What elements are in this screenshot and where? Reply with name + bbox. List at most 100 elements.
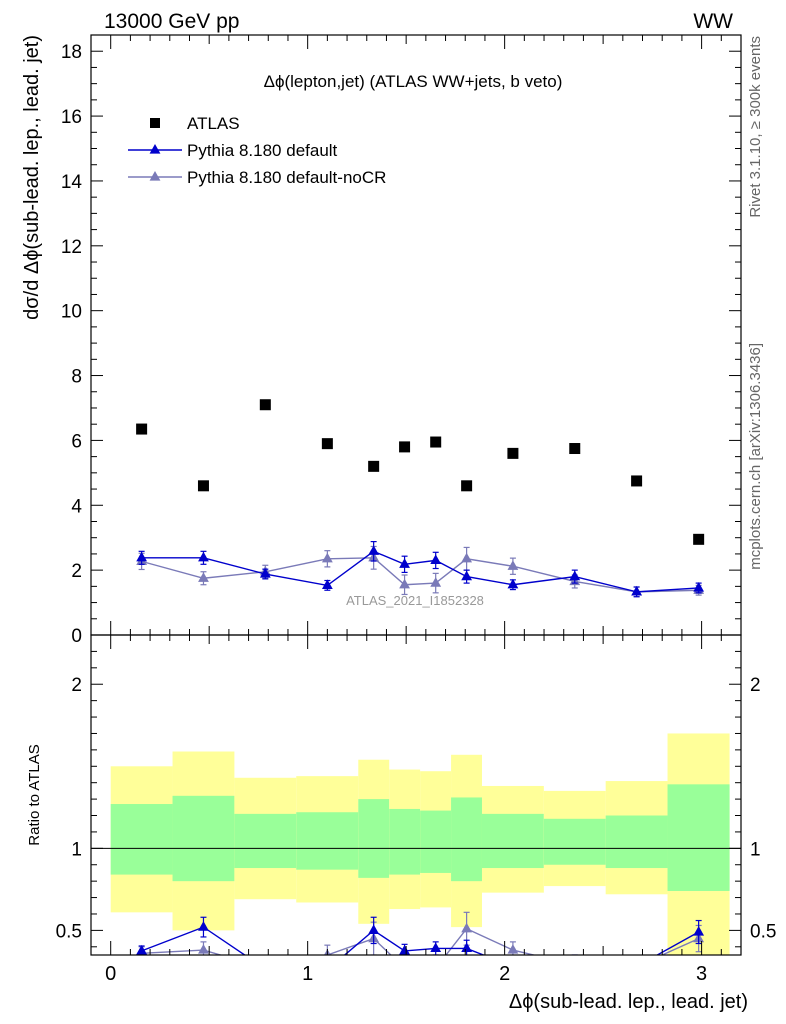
xtick-label-3: 3 [696, 963, 707, 985]
band-inner-3 [296, 812, 359, 870]
ratio-marker-2-9 [569, 959, 580, 969]
main-marker-2-7 [461, 552, 473, 563]
ratio-marker-1-4 [368, 924, 380, 934]
main-marker-2-6 [430, 577, 442, 587]
ratio-ytick-label-left-1: 1 [71, 839, 82, 860]
legend-marker-2 [149, 171, 161, 181]
band-inner-6 [420, 810, 452, 873]
ratio-marker-1-6 [430, 942, 442, 953]
atlas-point-9 [569, 443, 581, 455]
main-line-2 [141, 557, 699, 593]
xtick-label-1: 1 [302, 963, 313, 985]
ratio-marker-1-3 [322, 964, 333, 974]
legend-label-2: Pythia 8.180 default-noCR [187, 168, 386, 187]
main-marker-1-9 [569, 570, 581, 581]
y-axis-title-ratio: Ratio to ATLAS [26, 744, 43, 845]
main-ytick-label-8: 16 [61, 107, 82, 128]
atlas-point-7 [461, 480, 473, 492]
main-marker-2-1 [198, 572, 209, 582]
main-marker-2-8 [507, 560, 519, 570]
main-marker-1-6 [430, 554, 442, 565]
main-ytick-label-3: 6 [71, 431, 82, 452]
band-inner-5 [389, 808, 421, 875]
xtick-label-2: 2 [499, 963, 510, 985]
ratio-marker-1-9 [569, 956, 580, 966]
ratio-marker-1-5 [399, 944, 410, 955]
ratio-marker-1-0 [136, 944, 148, 955]
atlas-point-1 [197, 480, 209, 492]
ratio-line-2 [141, 927, 699, 955]
ratio-marker-2-6 [430, 962, 441, 972]
ratio-marker-1-10 [631, 960, 642, 970]
labels: 13000 GeV pp WW Δϕ(lepton,jet) (ATLAS WW… [21, 10, 764, 1013]
main-marker-1-8 [507, 578, 519, 589]
main-panel [136, 399, 705, 598]
band-inner-4 [358, 799, 390, 878]
main-marker-1-7 [461, 570, 473, 581]
main-ytick-label-7: 14 [61, 172, 83, 193]
main-ytick-label-9: 18 [61, 42, 82, 63]
band-inner-2 [234, 813, 297, 869]
main-series-1 [136, 540, 705, 598]
ratio-ytick-label-right-0: 0.5 [750, 921, 776, 942]
ratio-marker-2-7 [461, 922, 473, 933]
main-marker-1-1 [198, 551, 209, 562]
atlas-point-10 [631, 475, 643, 487]
main-series-2 [136, 545, 705, 598]
ratio-frame [90, 634, 742, 956]
legend: ATLAS Pythia 8.180 default Pythia 8.180 de… [128, 114, 386, 187]
band-inner-8 [481, 813, 544, 869]
main-marker-1-4 [368, 545, 380, 555]
atlas-point-2 [259, 399, 271, 411]
main-marker-1-3 [321, 579, 333, 589]
legend-label-0: ATLAS [187, 114, 240, 133]
main-marker-1-2 [259, 568, 271, 578]
main-ytick-label-5: 10 [61, 302, 82, 323]
band-inner-11 [667, 784, 730, 891]
main-ytick-label-2: 4 [71, 496, 82, 517]
ratio-panel [91, 733, 741, 974]
atlas-point-8 [507, 447, 519, 459]
main-marker-1-10 [631, 585, 643, 596]
ratio-marker-1-1 [198, 921, 209, 931]
ratio-marker-2-5 [399, 962, 410, 972]
rivet-label: Rivet 3.1.10, ≥ 300k events [747, 36, 764, 218]
main-ytick-label-4: 8 [71, 367, 82, 388]
ratio-ytick-label-right-1: 1 [750, 839, 761, 860]
atlas-point-4 [368, 460, 380, 472]
main-line-1 [141, 550, 699, 593]
ratio-marker-1-7 [461, 942, 473, 953]
ratio-ytick-label-right-2: 2 [750, 675, 761, 696]
header-left: 13000 GeV pp [104, 10, 239, 33]
ratio-ytick-label-left-0: 0.5 [56, 921, 82, 942]
ratio-bands [110, 733, 730, 955]
atlas-point-3 [321, 438, 333, 450]
ratio-marker-1-2 [260, 963, 271, 973]
legend-label-1: Pythia 8.180 default [187, 141, 338, 160]
band-inner-1 [172, 795, 235, 882]
ratio-marker-2-1 [198, 944, 209, 954]
main-ytick-label-1: 2 [71, 561, 82, 582]
main-marker-2-3 [321, 552, 333, 563]
watermark: ATLAS_2021_I1852328 [346, 593, 484, 608]
atlas-point-5 [399, 441, 411, 453]
x-axis-title: Δϕ(sub-lead. lep., lead. jet) [509, 991, 748, 1013]
xtick-label-0: 0 [105, 963, 116, 985]
ratio-line-1 [141, 926, 699, 955]
main-ytick-label-0: 0 [71, 626, 82, 647]
ratio-ytick-label-left-2: 2 [71, 675, 82, 696]
atlas-point-6 [430, 436, 442, 448]
main-marker-1-11 [693, 581, 705, 592]
ratio-marker-2-10 [631, 960, 642, 970]
main-ytick-label-6: 12 [61, 237, 82, 258]
main-marker-1-0 [136, 551, 148, 562]
main-marker-2-5 [399, 578, 410, 589]
ratio-marker-2-8 [507, 944, 519, 954]
band-inner-7 [451, 797, 482, 882]
mcplots-label: mcplots.cern.ch [arXiv:1306.3436] [747, 343, 764, 570]
plot-title: Δϕ(lepton,jet) (ATLAS WW+jets, b veto) [264, 72, 563, 91]
atlas-series [136, 399, 705, 545]
y-axis-title-main: dσ/d Δϕ(sub-lead. lep., lead. jet) [21, 35, 43, 320]
